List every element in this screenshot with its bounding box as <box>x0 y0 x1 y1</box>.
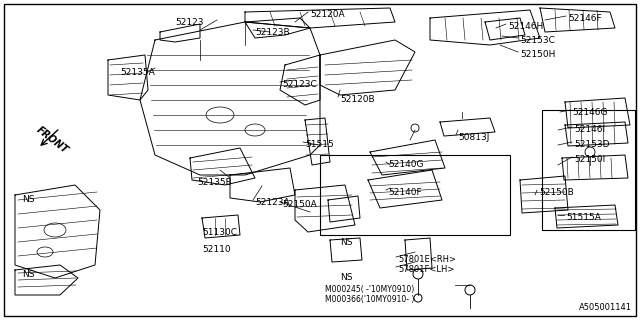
Text: NS: NS <box>340 273 353 282</box>
Text: 52123C: 52123C <box>282 80 317 89</box>
Text: 52120A: 52120A <box>310 10 344 19</box>
Text: 52123A: 52123A <box>255 198 290 207</box>
Text: 52110: 52110 <box>202 245 230 254</box>
Text: NS: NS <box>22 195 35 204</box>
Text: 52140G: 52140G <box>388 160 424 169</box>
Text: 52146G: 52146G <box>572 108 607 117</box>
Bar <box>542 110 635 230</box>
Bar <box>320 155 510 235</box>
Text: NS: NS <box>340 238 353 247</box>
Text: 52140F: 52140F <box>388 188 422 197</box>
Text: 52150B: 52150B <box>539 188 573 197</box>
Text: 50813J: 50813J <box>458 133 490 142</box>
Text: 52123B: 52123B <box>255 28 290 37</box>
Text: 52120B: 52120B <box>340 95 374 104</box>
Text: 52135B: 52135B <box>197 178 232 187</box>
Text: 52153D: 52153D <box>574 140 609 149</box>
Text: 57801E<RH>: 57801E<RH> <box>398 255 456 264</box>
Text: 52123: 52123 <box>175 18 204 27</box>
Text: 52150I: 52150I <box>574 155 605 164</box>
Text: 52146I: 52146I <box>574 125 605 134</box>
Text: M000245( -'10MY0910): M000245( -'10MY0910) <box>325 285 414 294</box>
Text: 52150A: 52150A <box>282 200 317 209</box>
Text: 52153C: 52153C <box>520 36 555 45</box>
Text: 57801F<LH>: 57801F<LH> <box>398 265 454 274</box>
Text: A505001141: A505001141 <box>579 303 632 312</box>
Text: 52150H: 52150H <box>520 50 556 59</box>
Text: NS: NS <box>22 270 35 279</box>
Text: FRONT: FRONT <box>35 124 70 156</box>
Text: M000366('10MY0910- ): M000366('10MY0910- ) <box>325 295 414 304</box>
Text: 51515A: 51515A <box>566 213 601 222</box>
Text: 52146F: 52146F <box>568 14 602 23</box>
Text: 51130C: 51130C <box>202 228 237 237</box>
Text: 52146H: 52146H <box>508 22 543 31</box>
Text: 51515: 51515 <box>305 140 333 149</box>
Text: 52135A: 52135A <box>120 68 155 77</box>
